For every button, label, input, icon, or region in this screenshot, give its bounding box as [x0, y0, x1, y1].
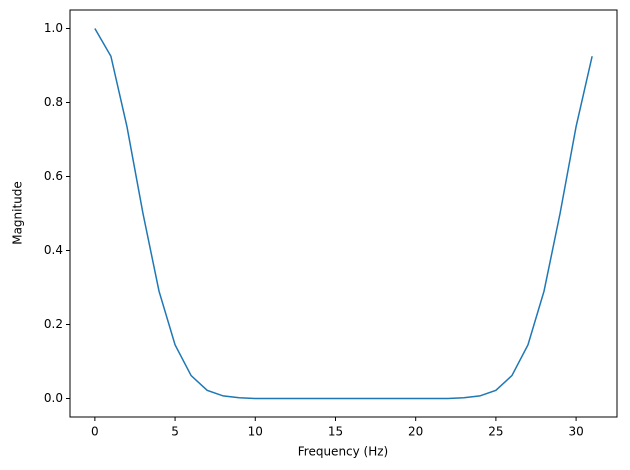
- y-tick-label: 0.0: [44, 391, 63, 405]
- x-tick-label: 0: [91, 425, 99, 439]
- data-line: [94, 28, 593, 400]
- x-tick-label: 15: [328, 425, 343, 439]
- x-tick-label: 30: [568, 425, 583, 439]
- y-tick-label: 0.8: [44, 95, 63, 109]
- y-tick-label: 0.4: [44, 243, 63, 257]
- x-axis-label: Frequency (Hz): [298, 445, 389, 459]
- x-tick-label: 20: [408, 425, 423, 439]
- y-axis-label: Magnitude: [11, 181, 25, 245]
- x-tick-label: 25: [488, 425, 503, 439]
- x-tick-label: 10: [248, 425, 263, 439]
- x-tick-label: 5: [171, 425, 179, 439]
- y-tick-label: 1.0: [44, 21, 63, 35]
- y-tick-label: 0.6: [44, 169, 63, 183]
- y-tick-label: 0.2: [44, 317, 63, 331]
- axes-frame: [69, 9, 618, 418]
